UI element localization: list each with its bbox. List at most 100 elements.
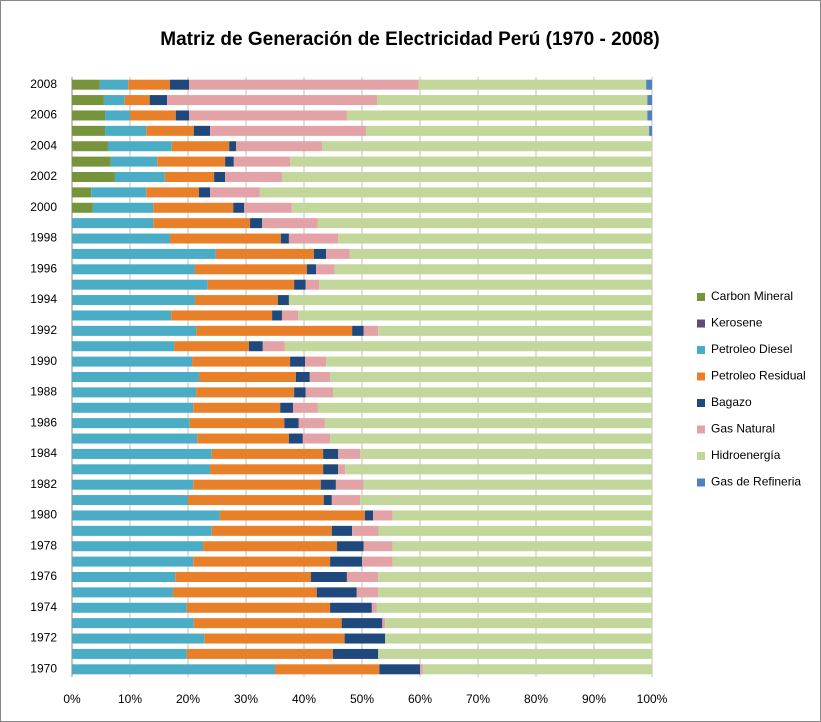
bar-segment xyxy=(346,572,379,582)
x-tick-label: 60% xyxy=(408,692,432,706)
y-tick-label: 1986 xyxy=(30,415,57,429)
bar-segment xyxy=(194,295,278,306)
bar-segment xyxy=(309,372,331,382)
bar-segment xyxy=(72,310,172,321)
bar-segment xyxy=(319,279,652,290)
bar-segment xyxy=(114,172,165,182)
bar-segment xyxy=(420,664,423,675)
bar-segment xyxy=(72,602,187,613)
x-tick-label: 80% xyxy=(524,692,548,706)
y-tick-label: 1990 xyxy=(30,354,57,368)
bar-segment xyxy=(284,341,652,352)
bar-segment xyxy=(418,79,647,90)
y-tick-label: 1978 xyxy=(30,538,57,552)
bar-segment xyxy=(334,264,652,275)
bar-segment xyxy=(291,202,652,213)
bar-segment xyxy=(189,79,419,90)
bar-segment xyxy=(288,433,303,444)
bar-segment xyxy=(72,295,195,306)
bar-segment xyxy=(175,572,311,582)
bar-segment xyxy=(338,464,346,475)
bar-segment xyxy=(72,156,111,167)
bar-segment xyxy=(335,479,364,490)
bar-segment xyxy=(197,433,289,444)
bar-segment xyxy=(330,602,372,613)
bar-segment xyxy=(146,187,200,198)
bar-segment xyxy=(378,572,652,582)
bar-segment xyxy=(323,495,332,506)
bar-segment xyxy=(72,633,205,644)
bar-segment xyxy=(199,187,211,198)
bar-segment xyxy=(371,602,377,613)
bar-segment xyxy=(72,233,171,244)
bar-segment xyxy=(259,187,652,198)
x-tick-label: 70% xyxy=(466,692,490,706)
bar-segment xyxy=(110,156,158,167)
legend-swatch xyxy=(697,452,705,460)
x-tick-label: 30% xyxy=(234,692,258,706)
bar-segment xyxy=(305,356,327,367)
bar-segment xyxy=(349,248,652,259)
bar-segment xyxy=(72,402,194,413)
bar-segment xyxy=(72,448,212,459)
bar-segment xyxy=(167,95,378,106)
bar-segment xyxy=(366,125,650,136)
bar-segment xyxy=(211,525,332,536)
bar-segment xyxy=(171,310,273,321)
legend-swatch xyxy=(697,319,705,328)
legend-swatch xyxy=(697,346,705,354)
bar-segment xyxy=(281,310,299,321)
bar-segment xyxy=(377,95,648,106)
bar-segment xyxy=(362,556,393,567)
bar-segment xyxy=(422,664,652,675)
bar-segment xyxy=(72,541,204,552)
bar-segment xyxy=(92,202,154,213)
bar-segment xyxy=(320,479,336,490)
bar-segment xyxy=(174,341,249,352)
bar-segment xyxy=(124,95,150,106)
bar-segment xyxy=(324,418,652,429)
bar-segment xyxy=(262,218,318,229)
bar-segment xyxy=(647,95,652,106)
bar-segment xyxy=(382,618,386,629)
bar-segment xyxy=(331,495,361,506)
bar-segment xyxy=(128,79,171,90)
bar-segment xyxy=(199,372,296,382)
bar-segment xyxy=(105,110,130,121)
bar-segment xyxy=(330,556,362,567)
bar-segment xyxy=(295,372,310,382)
bar-segment xyxy=(210,187,260,198)
bar-segment xyxy=(72,387,197,398)
bar-segment xyxy=(193,618,342,629)
y-tick-label: 1972 xyxy=(30,631,57,645)
chart-title: Matriz de Generación de Electricidad Per… xyxy=(160,29,659,50)
bar-segment xyxy=(284,418,299,429)
bar-segment xyxy=(337,541,364,552)
y-tick-label: 2006 xyxy=(30,108,57,122)
x-tick-label: 20% xyxy=(176,692,200,706)
bar-segment xyxy=(294,387,306,398)
bar-segment xyxy=(277,295,289,306)
bar-segment xyxy=(262,341,285,352)
legend-swatch xyxy=(697,425,705,434)
bar-segment xyxy=(378,587,652,598)
legend-label: Hidroenergía xyxy=(711,448,781,462)
bar-segment xyxy=(146,125,194,136)
bar-segment xyxy=(193,556,331,567)
legend-label: Petroleo Diesel xyxy=(711,342,792,356)
bar-segment xyxy=(385,633,652,644)
y-tick-label: 1996 xyxy=(30,261,57,275)
bar-segment xyxy=(298,310,652,321)
legend-label: Carbon Mineral xyxy=(711,289,793,303)
bar-segment xyxy=(313,248,327,259)
legend-swatch xyxy=(697,372,705,381)
x-tick-label: 90% xyxy=(582,692,606,706)
bar-segment xyxy=(326,356,652,367)
bar-segment xyxy=(305,387,333,398)
bar-segment xyxy=(378,325,652,336)
bar-segment xyxy=(72,572,176,582)
bar-segment xyxy=(149,95,168,106)
bar-segment xyxy=(363,479,652,490)
bar-segment xyxy=(157,156,226,167)
bar-segment xyxy=(330,433,652,444)
